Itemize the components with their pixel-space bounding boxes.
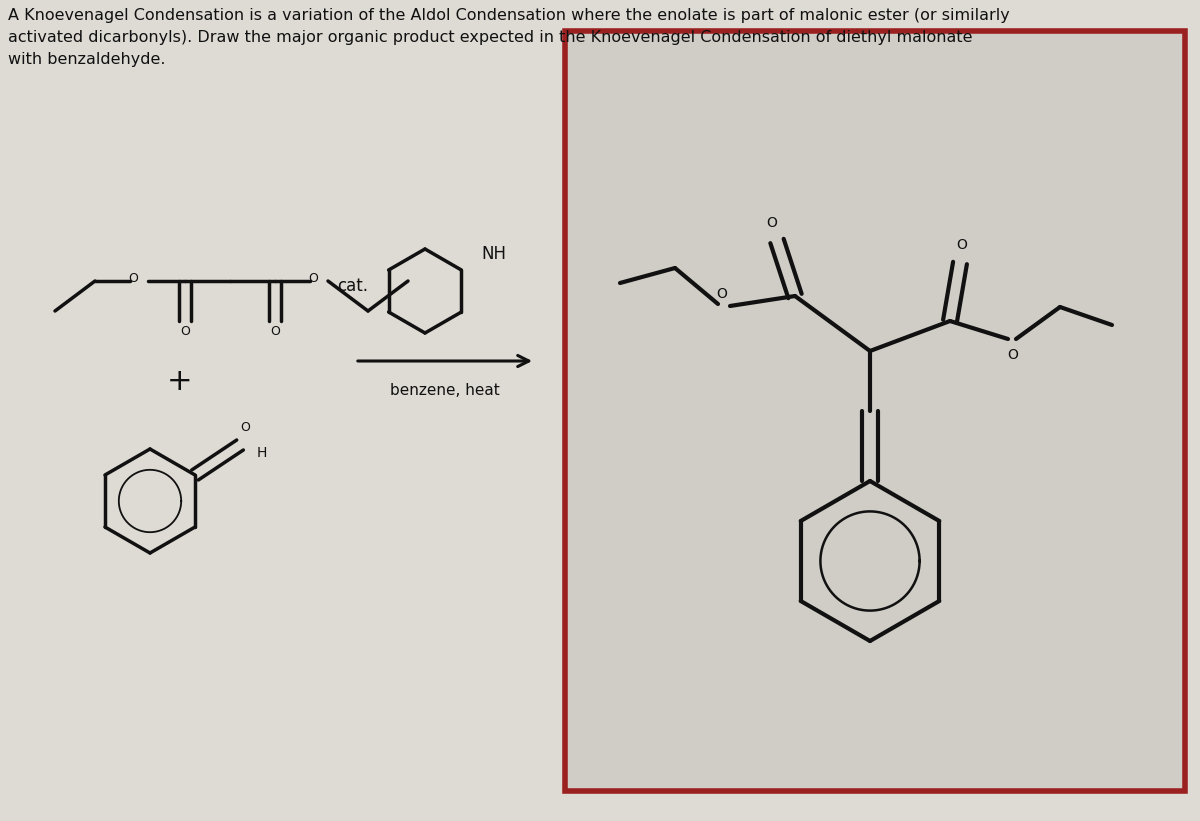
Text: O: O [716,287,727,301]
Text: O: O [956,238,967,252]
Text: +: + [167,366,193,396]
Text: with benzaldehyde.: with benzaldehyde. [8,52,166,67]
Bar [565,31,1186,791]
Text: benzene, heat: benzene, heat [390,383,500,398]
Text: O: O [767,216,778,230]
Text: O: O [1008,348,1019,362]
Text: O: O [308,272,318,285]
Text: O: O [128,272,138,285]
Text: O: O [180,324,190,337]
Text: activated dicarbonyls). Draw the major organic product expected in the Knoevenag: activated dicarbonyls). Draw the major o… [8,30,972,45]
Text: cat.: cat. [337,277,368,295]
Text: H: H [257,446,268,460]
Text: A Knoevenagel Condensation is a variation of the Aldol Condensation where the en: A Knoevenagel Condensation is a variatio… [8,8,1009,23]
Text: O: O [270,324,280,337]
Text: NH: NH [481,245,506,263]
Text: O: O [240,420,250,433]
